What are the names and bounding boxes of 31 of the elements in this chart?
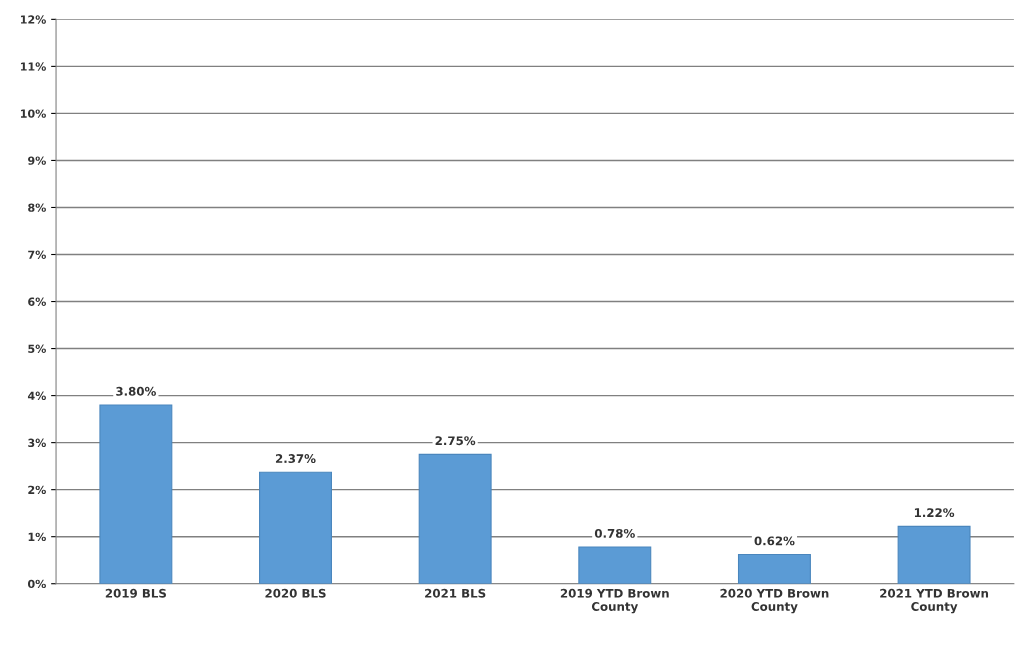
x-tick-label: 2021 YTD Brown County [880, 588, 989, 614]
y-tick-label: 6% [28, 297, 46, 306]
y-tick-label: 3% [28, 438, 46, 448]
y-tick-label: 0% [27, 579, 46, 589]
y-tick-label: 2% [28, 485, 46, 495]
y-tick-label: 9% [28, 156, 46, 165]
bar [897, 525, 971, 584]
data-label: 0.78% [594, 528, 635, 538]
x-tick-label: 2019 BLS [105, 588, 166, 598]
x-tick-label: 2019 YTD Brown County [560, 588, 669, 614]
data-label: 1.22% [914, 508, 955, 518]
x-tick-label: 2020 YTD Brown County [720, 588, 829, 614]
x-tick-label: 2020 BLS [265, 588, 326, 598]
y-tick-label: 12% [20, 15, 46, 24]
y-tick-label: 5% [28, 344, 46, 353]
y-tick-label: 4% [27, 391, 46, 400]
y-tick-label: 1% [28, 532, 46, 542]
bar [418, 453, 492, 584]
bar [99, 404, 173, 584]
data-label: 2.37% [275, 454, 316, 464]
y-tick-label: 7% [28, 250, 46, 259]
data-label: 2.75% [435, 436, 476, 446]
bar [737, 554, 811, 584]
x-tick-label: 2021 BLS [425, 588, 486, 598]
bar [578, 546, 652, 584]
data-label: 3.80% [116, 386, 156, 396]
bar [259, 471, 332, 584]
data-label: 0.62% [754, 536, 795, 546]
y-tick-label: 10% [20, 109, 46, 118]
y-tick-label: 11% [20, 62, 46, 71]
y-tick-label: 8% [28, 203, 46, 212]
